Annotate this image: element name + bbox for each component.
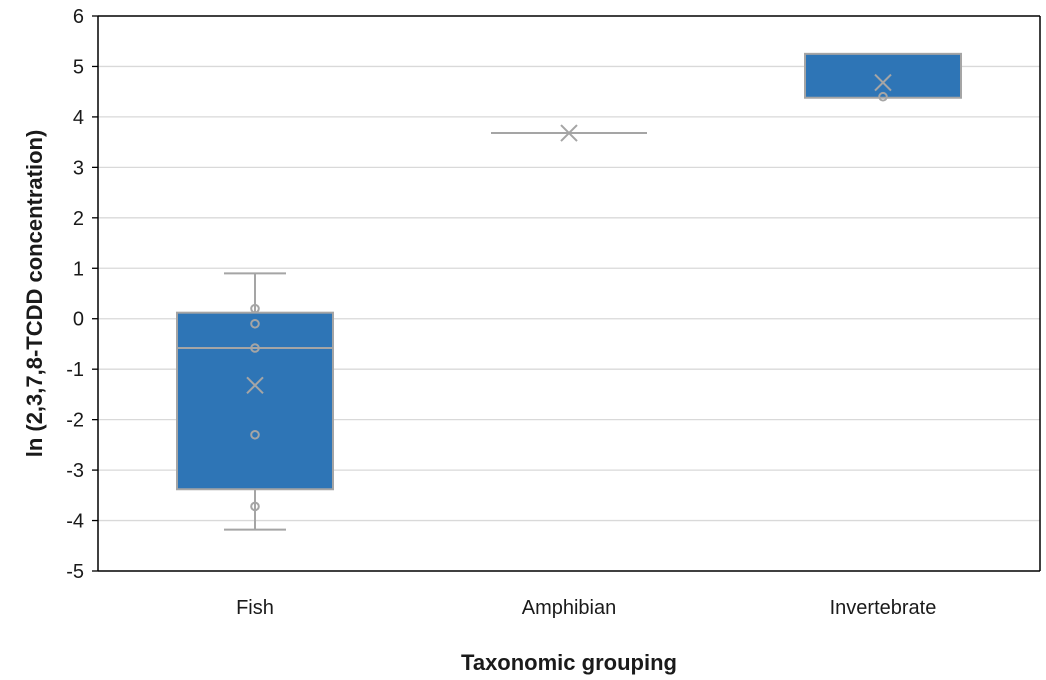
x-axis-title: Taxonomic grouping — [461, 650, 677, 675]
y-tick-label: 4 — [73, 107, 84, 129]
box-invertebrate — [804, 52, 962, 102]
y-tick-label: 0 — [73, 309, 84, 331]
mean-marker — [246, 376, 264, 395]
box-amphibian — [491, 124, 647, 142]
data-point — [878, 91, 888, 102]
data-point — [250, 429, 260, 440]
y-tick-label: 5 — [73, 56, 84, 78]
y-tick-label: 6 — [73, 6, 84, 28]
tick-labels: -5 -4 -3 -2 -1 0 1 2 3 4 5 6 Fish Amphibian Invertebra… — [66, 6, 936, 619]
x-tick-label: Invertebrate — [830, 597, 937, 619]
data-point — [250, 501, 260, 512]
box-series — [176, 52, 962, 531]
data-point — [250, 318, 260, 329]
y-tick-label: -4 — [66, 511, 84, 533]
x-tick-label: Amphibian — [522, 597, 617, 619]
x-tick-label: Fish — [236, 597, 274, 619]
data-point — [250, 343, 260, 353]
data-point — [250, 303, 260, 314]
mean-marker — [560, 124, 578, 142]
y-tick-label: -5 — [66, 561, 84, 583]
box-fish — [176, 272, 334, 531]
box-body — [176, 311, 334, 491]
y-tick-label: -2 — [66, 410, 84, 432]
box-body — [804, 52, 962, 99]
y-tick-label: -3 — [66, 460, 84, 482]
y-axis-title: ln (2,3,7,8-TCDD concentration) — [22, 130, 47, 458]
mean-marker — [874, 73, 892, 92]
y-tick-label: 3 — [73, 157, 84, 179]
y-tick-label: -1 — [66, 359, 84, 381]
y-tick-label: 1 — [73, 258, 84, 280]
y-tick-label: 2 — [73, 208, 84, 230]
axes — [92, 15, 1041, 572]
